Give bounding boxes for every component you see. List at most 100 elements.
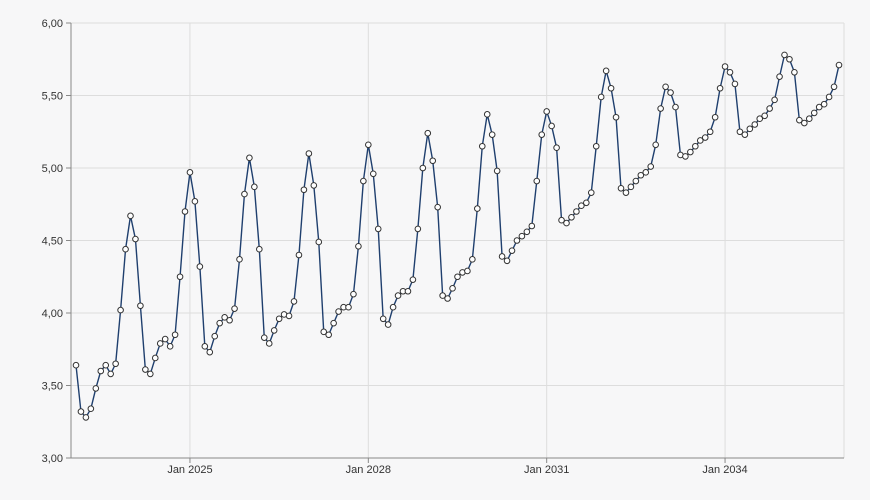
x-tick-label: Jan 2034: [702, 464, 747, 476]
data-point: [597, 93, 605, 101]
data-point: [469, 256, 476, 263]
data-point: [365, 141, 372, 149]
data-point: [166, 343, 174, 350]
data-point: [736, 128, 744, 136]
data-point: [320, 328, 328, 336]
data-point: [672, 103, 679, 111]
data-point: [107, 370, 114, 378]
data-point: [558, 216, 565, 224]
data-point: [667, 89, 674, 96]
data-point: [122, 245, 129, 253]
data-point: [766, 105, 773, 112]
data-point: [791, 69, 798, 76]
data-point: [290, 298, 298, 305]
data-point: [657, 105, 664, 112]
data-point: [97, 367, 105, 375]
data-point: [449, 285, 456, 292]
data-point: [647, 163, 655, 170]
data-point: [82, 414, 90, 421]
data-point: [439, 292, 446, 299]
data-point: [568, 214, 575, 221]
data-point: [147, 370, 154, 378]
data-point: [196, 263, 204, 270]
data-point: [444, 295, 451, 302]
data-point: [379, 315, 387, 323]
y-tick-label: 5,00: [42, 163, 63, 175]
data-point: [538, 131, 546, 138]
data-point: [414, 225, 422, 233]
data-point: [682, 153, 689, 160]
data-point: [117, 306, 124, 314]
data-point: [270, 327, 278, 334]
data-point: [434, 203, 441, 211]
data-point: [142, 366, 149, 373]
y-tick-label: 6,00: [42, 18, 63, 30]
data-point: [77, 408, 85, 415]
data-point: [161, 335, 169, 343]
data-point: [701, 134, 709, 141]
data-point: [741, 131, 749, 138]
data-point: [186, 169, 194, 176]
data-point: [607, 84, 615, 92]
data-point: [325, 331, 332, 339]
data-point: [112, 360, 119, 368]
data-point: [587, 189, 595, 196]
data-point: [389, 303, 397, 311]
data-point: [305, 150, 313, 157]
y-tick-label: 3,50: [42, 381, 63, 393]
data-point: [102, 361, 110, 369]
data-point: [711, 113, 719, 121]
data-point: [394, 292, 402, 299]
data-point: [756, 115, 764, 122]
data-point: [191, 198, 199, 205]
data-point: [419, 164, 427, 172]
data-point: [746, 125, 754, 133]
data-point: [181, 208, 189, 215]
data-point: [211, 332, 219, 340]
data-point: [513, 237, 521, 244]
data-point: [751, 121, 759, 128]
x-tick-label: Jan 2031: [524, 464, 569, 476]
x-tick-label: Jan 2025: [167, 464, 212, 476]
data-point: [241, 190, 248, 198]
data-point: [310, 182, 318, 189]
data-point: [706, 128, 714, 136]
data-point: [692, 142, 699, 150]
data-point: [216, 319, 223, 327]
data-point: [92, 385, 100, 392]
data-point: [226, 316, 233, 324]
data-point: [474, 205, 481, 212]
data-point: [835, 61, 843, 69]
y-tick-labels: 3,00 3,50 4,00 4,50 5,00 5,50 6,00: [42, 18, 63, 465]
data-point: [355, 243, 362, 250]
data-point: [231, 305, 238, 312]
data-point: [533, 177, 541, 185]
data-point: [548, 122, 555, 130]
data-point: [384, 321, 392, 328]
data-point: [454, 273, 461, 281]
data-point: [498, 253, 506, 260]
data-point: [260, 334, 268, 341]
grid: [71, 22, 845, 458]
data-point: [300, 186, 308, 194]
data-point: [820, 100, 828, 108]
data-point: [206, 348, 214, 356]
data-point: [796, 116, 803, 124]
data-point: [137, 302, 144, 310]
data-point: [528, 222, 536, 230]
data-point: [543, 108, 550, 115]
data-point: [409, 276, 417, 283]
data-point: [236, 256, 243, 263]
data-point: [275, 315, 283, 323]
data-point: [518, 232, 526, 240]
data-point: [786, 55, 793, 63]
data-point: [127, 212, 134, 220]
y-tick-label: 3,00: [42, 453, 63, 465]
axes: [66, 22, 844, 463]
y-tick-label: 4,50: [42, 236, 63, 248]
data-point: [256, 245, 263, 253]
data-point: [330, 319, 337, 327]
data-point: [246, 154, 253, 162]
data-point: [781, 51, 788, 59]
